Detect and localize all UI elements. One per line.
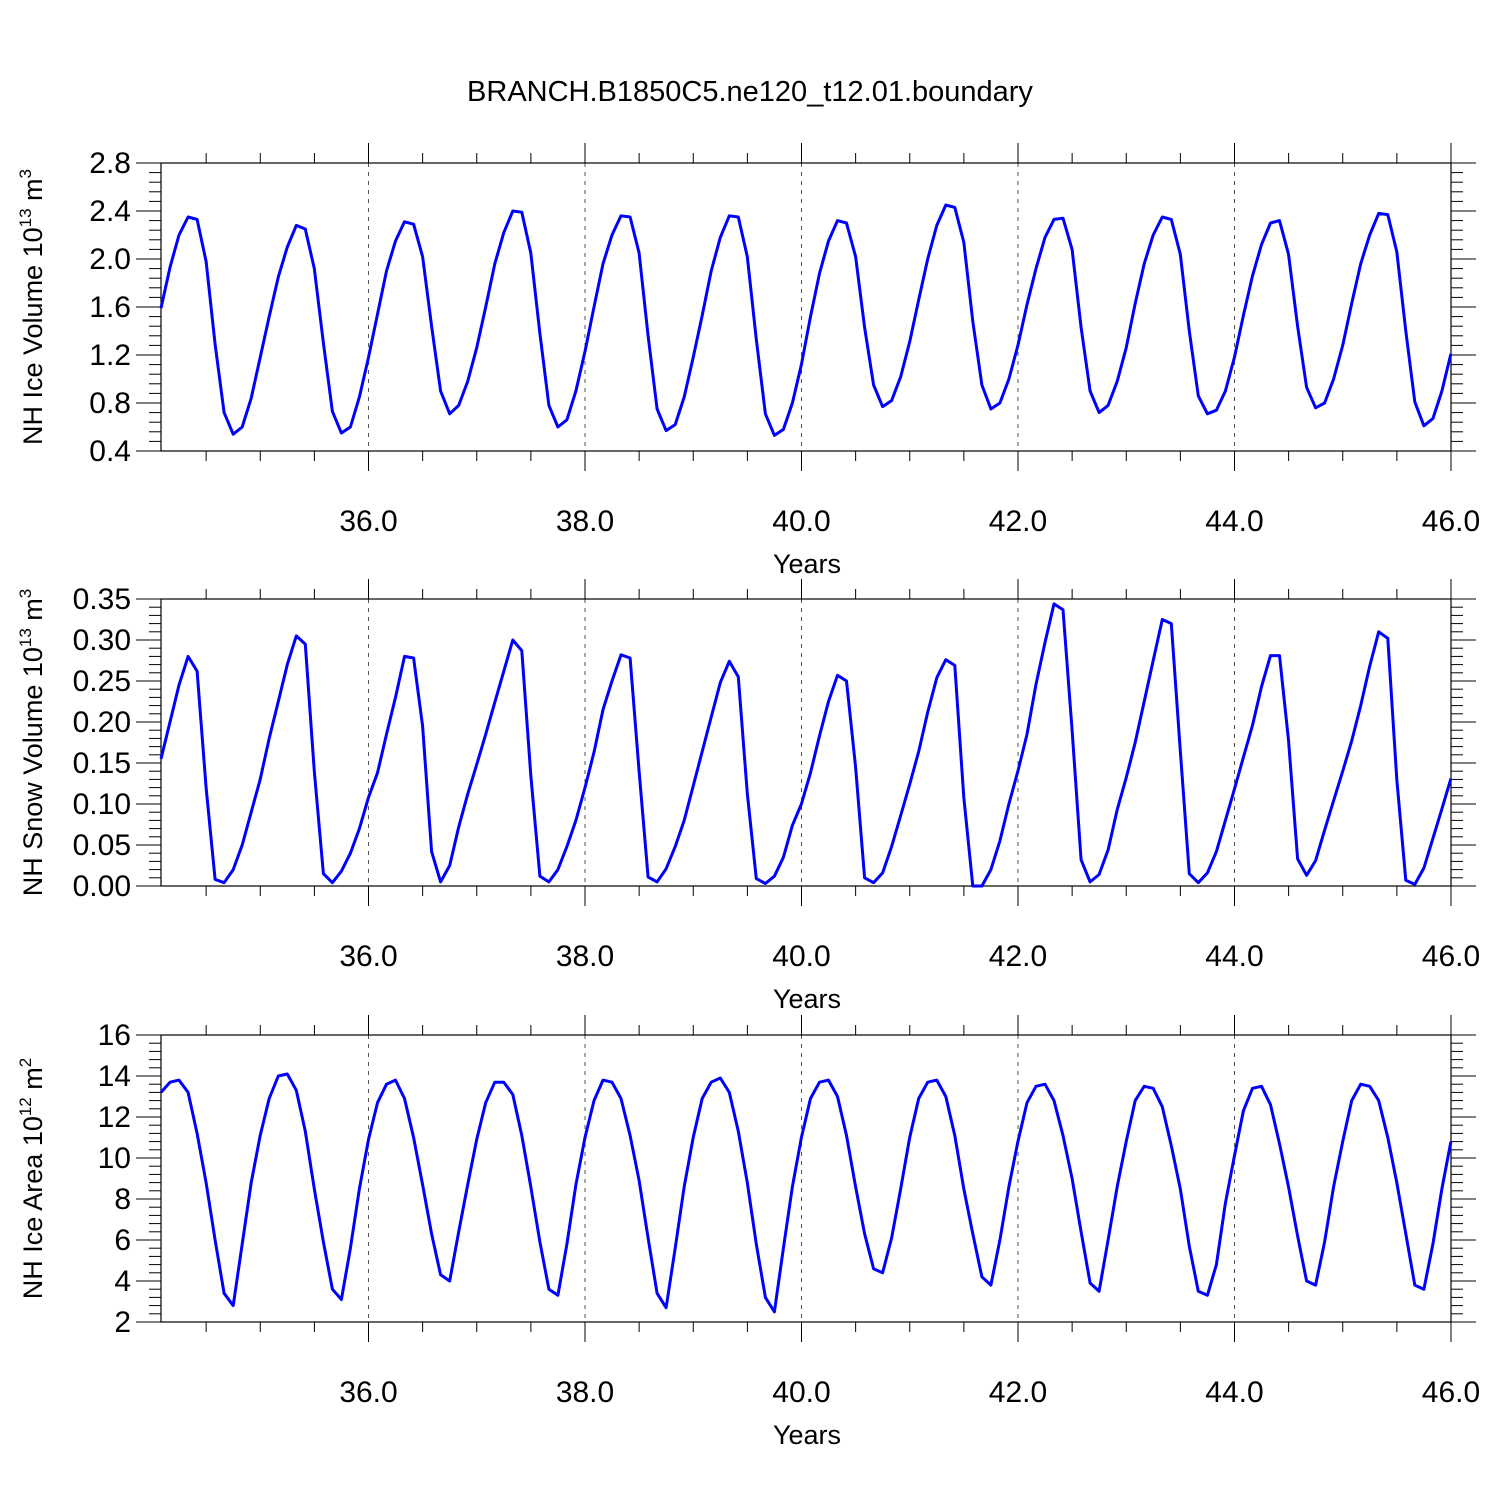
y-tick-label: 0.4 xyxy=(89,435,131,468)
x-tick-label: 36.0 xyxy=(339,505,397,538)
y-tick-label: 8 xyxy=(114,1183,131,1216)
x-tick-label: 40.0 xyxy=(772,940,830,973)
panels: 0.4 0.8 1.2 1.6 2.0 2.4 2.8 36.0 38.0 40.0 42.0 44.… xyxy=(16,143,1480,1450)
y-tick-label: 2.0 xyxy=(89,243,131,276)
y-tick-label: 2.8 xyxy=(89,147,131,180)
y-tick-label: 0.15 xyxy=(73,747,131,780)
y-tick-label: 0.05 xyxy=(73,829,131,862)
x-tick-label: 38.0 xyxy=(556,940,614,973)
y-tick-label: 0.35 xyxy=(73,583,131,616)
y-tick-label: 0.20 xyxy=(73,706,131,739)
series-line xyxy=(159,203,1453,437)
x-axis-label: Years xyxy=(773,984,841,1014)
x-tick-label: 44.0 xyxy=(1205,1376,1263,1409)
x-tick-label: 46.0 xyxy=(1422,940,1480,973)
x-axis-label: Years xyxy=(773,1420,841,1450)
y-tick-label: 0.8 xyxy=(89,387,131,420)
chart-panel-3: 2 4 6 8 10 12 14 16 36.0 38.0 40.0 42.0 44.0 46.0 Year… xyxy=(16,1015,1480,1450)
plot-frame xyxy=(160,1034,1452,1323)
y-tick-label: 0.25 xyxy=(73,665,131,698)
x-tick-label: 42.0 xyxy=(989,940,1047,973)
plot-frame xyxy=(160,598,1452,887)
y-tick-label: 0.30 xyxy=(73,624,131,657)
x-tick-label: 44.0 xyxy=(1205,940,1263,973)
y-tick-label: 2 xyxy=(114,1306,131,1339)
y-tick-label: 14 xyxy=(98,1060,131,1093)
x-tick-label: 40.0 xyxy=(772,505,830,538)
y-tick-label: 10 xyxy=(98,1142,131,1175)
y-tick-label: 2.4 xyxy=(89,195,131,228)
x-tick-label: 36.0 xyxy=(339,1376,397,1409)
plot-frame xyxy=(160,162,1452,452)
y-tick-label: 0.10 xyxy=(73,788,131,821)
chart-panel-1: 0.4 0.8 1.2 1.6 2.0 2.4 2.8 36.0 38.0 40.0 42.0 44.… xyxy=(16,143,1480,579)
x-tick-label: 46.0 xyxy=(1422,505,1480,538)
y-tick-label: 1.2 xyxy=(89,339,131,372)
y-tick-label: 16 xyxy=(98,1019,131,1052)
y-tick-label: 1.6 xyxy=(89,291,131,324)
y-tick-label: 6 xyxy=(114,1224,131,1257)
x-tick-label: 46.0 xyxy=(1422,1376,1480,1409)
x-tick-label: 44.0 xyxy=(1205,505,1263,538)
y-axis-label: NH Snow Volume 1013 m3 xyxy=(16,589,48,897)
y-axis-label: NH Ice Area 1012 m2 xyxy=(16,1058,48,1299)
figure-title: BRANCH.B1850C5.ne120_t12.01.boundary xyxy=(467,76,1033,108)
y-tick-label: 0.00 xyxy=(73,870,131,903)
y-axis-label: NH Ice Volume 1013 m3 xyxy=(16,169,48,445)
x-tick-label: 40.0 xyxy=(772,1376,830,1409)
chart-panel-2: 0.00 0.05 0.10 0.15 0.20 0.25 0.30 0.35 36.0 38.0… xyxy=(16,579,1480,1014)
x-tick-label: 38.0 xyxy=(556,1376,614,1409)
series-line xyxy=(159,1072,1453,1314)
series-line xyxy=(159,602,1453,888)
x-tick-label: 42.0 xyxy=(989,1376,1047,1409)
y-tick-label: 4 xyxy=(114,1265,131,1298)
x-tick-label: 38.0 xyxy=(556,505,614,538)
x-axis-label: Years xyxy=(773,549,841,579)
x-tick-label: 42.0 xyxy=(989,505,1047,538)
x-tick-label: 36.0 xyxy=(339,940,397,973)
y-tick-label: 12 xyxy=(98,1101,131,1134)
